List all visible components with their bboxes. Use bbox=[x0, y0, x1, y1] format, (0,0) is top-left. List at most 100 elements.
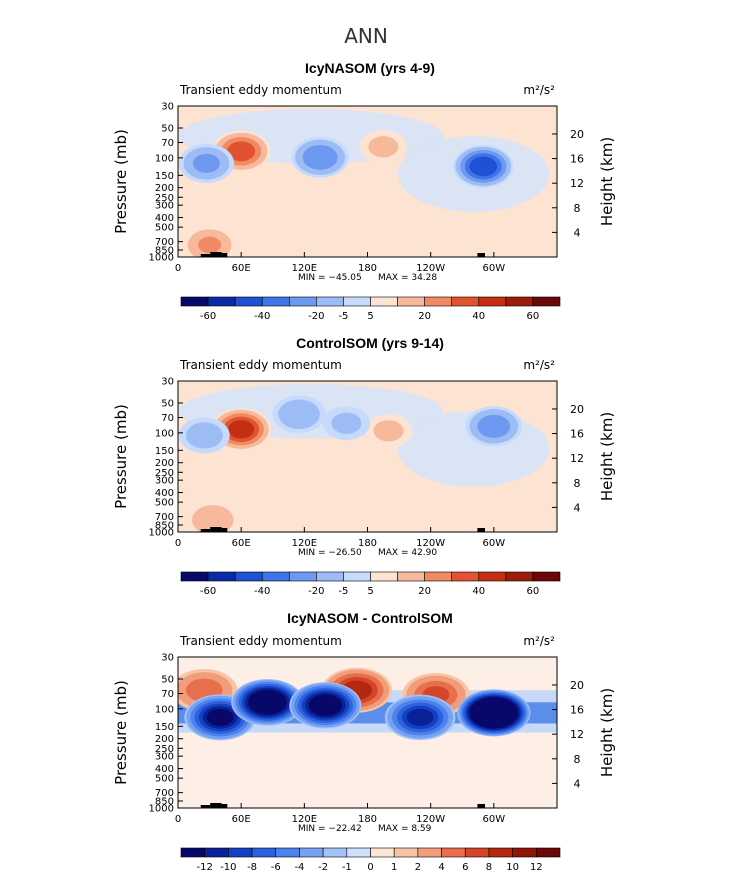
topography bbox=[221, 528, 228, 532]
height-tick-label: 8 bbox=[574, 477, 581, 490]
x-tick-label: 0 bbox=[175, 263, 181, 274]
colorbar-swatch bbox=[370, 847, 395, 858]
y-tick-label: 850 bbox=[155, 797, 174, 808]
colorbar-swatch bbox=[536, 847, 561, 858]
y-tick-label: 1000 bbox=[149, 528, 174, 539]
height-tick-label: 12 bbox=[570, 452, 584, 465]
colorbar-swatch bbox=[370, 571, 398, 582]
x-tick-label: 60W bbox=[483, 263, 506, 274]
colorbar-label: 60 bbox=[527, 311, 540, 322]
colorbar-swatch bbox=[180, 847, 205, 858]
contour-level bbox=[406, 708, 434, 727]
x-tick-label: 120W bbox=[416, 538, 445, 549]
colorbar-swatch bbox=[234, 571, 263, 582]
panel-title: ControlSOM (yrs 9-14) bbox=[296, 335, 444, 351]
colorbar-swatch bbox=[397, 571, 425, 582]
contour-level bbox=[308, 694, 343, 717]
contour-feature bbox=[359, 129, 407, 164]
colorbar-label: 12 bbox=[530, 862, 543, 872]
colorbar-swatch bbox=[451, 571, 480, 582]
panel-title: IcyNASOM (yrs 4-9) bbox=[305, 60, 435, 76]
colorbar-label: 40 bbox=[472, 311, 485, 322]
panel-2: ControlSOM (yrs 9-14) Transient eddy mome… bbox=[112, 335, 616, 597]
x-tick-label: 60E bbox=[232, 814, 251, 825]
contour-feature bbox=[453, 145, 514, 188]
colorbar-swatch bbox=[251, 847, 277, 858]
y-tick-label: 400 bbox=[155, 764, 174, 775]
colorbar-swatch bbox=[299, 847, 324, 858]
height-tick-label: 20 bbox=[570, 128, 584, 141]
colorbar-swatch bbox=[288, 571, 317, 582]
y-tick-label: 70 bbox=[161, 138, 174, 149]
colorbar-label: -40 bbox=[254, 586, 270, 597]
y-tick-label: 250 bbox=[155, 193, 174, 204]
x-tick-label: 180 bbox=[358, 263, 377, 274]
colorbar-swatch bbox=[370, 296, 398, 307]
y-tick-label: 70 bbox=[161, 413, 174, 424]
y-tick-label: 150 bbox=[155, 446, 174, 457]
contour-feature bbox=[364, 414, 413, 448]
contour-feature bbox=[178, 417, 230, 454]
colorbar-label: 8 bbox=[486, 862, 492, 872]
contour-level bbox=[477, 414, 511, 438]
colorbar-swatch bbox=[207, 571, 236, 582]
colorbar-label: -1 bbox=[342, 862, 352, 872]
y-tick-label: 30 bbox=[161, 653, 174, 664]
topography bbox=[477, 528, 485, 532]
x-tick-label: 60E bbox=[232, 538, 251, 549]
height-tick-label: 8 bbox=[574, 753, 581, 766]
colorbar-swatch bbox=[346, 847, 371, 858]
colorbar-swatch bbox=[343, 571, 371, 582]
y-tick-label: 50 bbox=[161, 123, 174, 134]
y-tick-label: 200 bbox=[155, 458, 174, 469]
contour-level bbox=[331, 412, 362, 434]
variable-label: Transient eddy momentum bbox=[179, 83, 342, 97]
colorbar-label: 40 bbox=[472, 586, 485, 597]
x-tick-label: 120W bbox=[416, 263, 445, 274]
colorbar-label: -8 bbox=[247, 862, 257, 872]
panel-3: IcyNASOM - ControlSOM Transient eddy mome… bbox=[112, 610, 616, 872]
colorbar-swatch bbox=[275, 847, 300, 858]
y-tick-label: 150 bbox=[155, 171, 174, 182]
y-tick-label: 70 bbox=[161, 689, 174, 700]
height-tick-label: 4 bbox=[574, 226, 581, 239]
topography bbox=[200, 254, 211, 257]
height-tick-label: 12 bbox=[570, 177, 584, 190]
x-tick-label: 0 bbox=[175, 814, 181, 825]
topography bbox=[210, 803, 222, 808]
colorbar-swatch bbox=[424, 571, 453, 582]
colorbar-swatch bbox=[451, 296, 480, 307]
y-tick-label: 850 bbox=[155, 521, 174, 532]
colorbar-swatch bbox=[343, 296, 371, 307]
y-axis-label-right: Height (km) bbox=[598, 412, 616, 501]
colorbar-label: -60 bbox=[200, 311, 216, 322]
colorbar-swatch bbox=[180, 571, 209, 582]
contour-feature bbox=[178, 143, 235, 183]
contour-level bbox=[278, 399, 320, 429]
y-tick-label: 700 bbox=[155, 788, 174, 799]
contour-level bbox=[192, 153, 220, 173]
y-tick-label: 1000 bbox=[149, 253, 174, 264]
colorbar-label: -5 bbox=[338, 586, 348, 597]
x-tick-label: 120E bbox=[292, 538, 317, 549]
contour-level bbox=[469, 156, 498, 177]
y-tick-label: 300 bbox=[155, 476, 174, 487]
figure-title: ANN bbox=[344, 24, 388, 48]
height-tick-label: 4 bbox=[574, 777, 581, 790]
colorbar-swatch bbox=[261, 571, 290, 582]
y-tick-label: 700 bbox=[155, 237, 174, 248]
colorbar-swatch bbox=[393, 847, 419, 858]
y-axis-label: Pressure (mb) bbox=[112, 680, 130, 785]
topography bbox=[477, 253, 485, 257]
colorbar-label: -20 bbox=[308, 586, 324, 597]
y-tick-label: 50 bbox=[161, 674, 174, 685]
colorbar-swatch bbox=[505, 296, 534, 307]
y-tick-label: 100 bbox=[155, 704, 174, 715]
contour-level bbox=[198, 236, 222, 254]
contour-feature bbox=[182, 225, 237, 257]
colorbar-label: 4 bbox=[438, 862, 444, 872]
y-tick-label: 400 bbox=[155, 213, 174, 224]
y-axis-label: Pressure (mb) bbox=[112, 129, 130, 234]
colorbar-label: 10 bbox=[506, 862, 519, 872]
contour-level bbox=[185, 422, 223, 449]
